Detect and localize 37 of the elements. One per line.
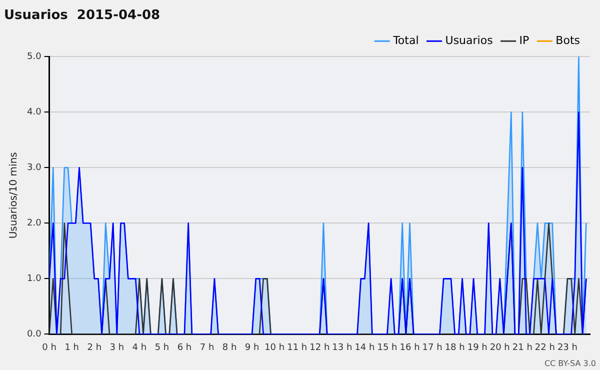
- text: CC BY-SA 3.0: [544, 359, 596, 368]
- y-tick-label: 1.0: [26, 274, 42, 284]
- x-tick-label: 1 h: [64, 342, 79, 353]
- x-tick-label: 12 h: [310, 342, 330, 353]
- x-tick-label: 23 h: [557, 342, 578, 353]
- x-tick-label: 4 h: [132, 342, 147, 353]
- x-tick-label: 13 h: [332, 342, 352, 353]
- x-tick-label: 18 h: [444, 342, 465, 353]
- x-tick-label: 19 h: [467, 342, 488, 353]
- x-tick-label: 5 h: [154, 342, 170, 353]
- chart-title: Usuarios 2015-04-08: [4, 8, 160, 24]
- x-tick-label: 22 h: [534, 342, 555, 353]
- y-axis-title: Usuarios/10 mins: [8, 152, 20, 239]
- legend-label: Total: [392, 34, 419, 47]
- x-tick-label: 11 h: [287, 342, 308, 353]
- y-tick-label: 2.0: [26, 218, 42, 229]
- x-tick-label: 3 h: [110, 342, 124, 353]
- legend-label: Usuarios: [445, 34, 494, 47]
- legend-label: Bots: [556, 34, 580, 47]
- y-tick-label: 4.0: [26, 107, 42, 118]
- x-tick-label: 0 h: [42, 342, 56, 353]
- x-tick-label: 21 h: [512, 342, 532, 353]
- x-tick-label: 20 h: [490, 342, 510, 353]
- x-tick-label: 10 h: [264, 342, 285, 353]
- x-tick-label: 9 h: [244, 342, 260, 353]
- x-tick-label: 8 h: [222, 342, 237, 353]
- y-tick-label: 0.0: [26, 330, 42, 340]
- x-tick-label: 14 h: [354, 342, 375, 353]
- x-tick-label: 2 h: [87, 342, 102, 353]
- x-tick-label: 17 h: [422, 342, 442, 353]
- x-tick-label: 6 h: [177, 342, 192, 353]
- y-tick-label: 3.0: [26, 162, 42, 173]
- legend-label: IP: [519, 34, 530, 47]
- x-tick-label: 7 h: [200, 342, 214, 353]
- x-tick-label: 16 h: [400, 342, 420, 353]
- x-tick-label: 15 h: [377, 342, 398, 353]
- y-tick-label: 5.0: [26, 52, 42, 62]
